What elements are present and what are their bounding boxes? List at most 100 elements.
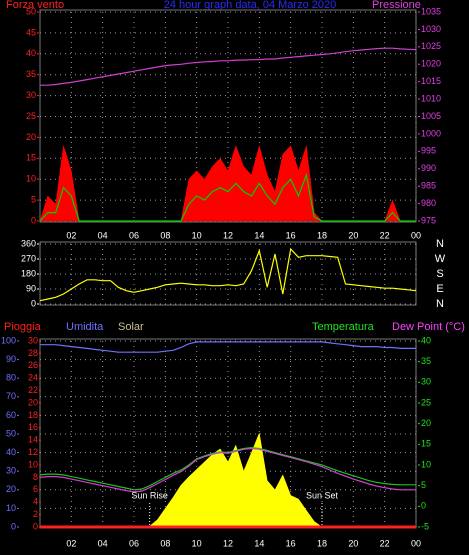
x-tick-label: 16 [286,538,296,548]
y-tick-label: 22 [28,385,38,395]
y-tick-label: 25 [26,111,36,121]
x-tick-label: 06 [129,230,139,240]
y-tick-label: 40 [26,48,36,58]
y-axis-label: Forza vento [6,0,64,11]
x-tick-label: 04 [98,230,108,240]
y-tick-label: 0 [421,501,426,511]
x-tick-label: 00 [411,538,421,548]
y-tick-label: 12 [28,447,38,457]
y-tick-label: 90 [26,283,36,293]
x-tick-label: 12 [223,230,233,240]
legend-entry: Pioggia [4,321,42,333]
y-tick-label: 20 [26,132,36,142]
y-tick-label: 30 [28,335,38,345]
x-tick-label: 02 [66,538,76,548]
line [39,447,416,493]
x-tick-label: 10 [192,538,202,548]
x-tick-label: 00 [411,230,421,240]
y-tick-label: 995 [421,146,436,156]
y-tick-label: 15 [26,153,36,163]
y-tick-label: 18 [28,410,38,420]
y-tick-label: 985 [421,181,436,191]
x-tick-label: 08 [160,230,170,240]
x-tick-label: 22 [380,538,390,548]
y-tick-label: 990 [421,163,436,173]
y-tick-label: 26 [28,360,38,370]
x-tick-label: 02 [66,230,76,240]
y-tick-label: 30 [6,466,16,476]
line [40,47,417,86]
y-tick-label: 35 [26,69,36,79]
x-tick-label: 12 [223,538,233,548]
y-tick-label: 980 [421,198,436,208]
y-tick-label: 1020 [421,59,441,69]
legend-entry: Temperatura [312,321,375,333]
y-tick-label: 10 [421,459,431,469]
y-tick-label: 50 [26,6,36,16]
y-tick-label: 4 [33,497,38,507]
y-tick-label: 5 [31,194,36,204]
y-tick-label: 10 [26,174,36,184]
y-tick-label: 45 [26,27,36,37]
x-tick-label: 20 [348,538,358,548]
y-tick-label: 180 [21,268,36,278]
y-tick-label: 8 [33,472,38,482]
y-tick-label: 1035 [421,6,441,16]
x-tick-label: 18 [317,230,327,240]
y-tick-label: 0 [11,521,16,531]
x-tick-label: 16 [286,230,296,240]
x-tick-label: 18 [317,538,327,548]
line [39,247,417,302]
x-tick-label: 10 [192,230,202,240]
y-tick-label: 30 [26,90,36,100]
y-tick-label: 1025 [421,41,441,51]
y-tick-label: 975 [421,215,436,225]
y-tick-label: 100 [1,335,16,345]
y-tick-label: 60 [6,410,16,420]
y-tick-label: 1010 [421,93,441,103]
y-tick-label: 40 [6,447,16,457]
x-tick-label: 14 [254,538,264,548]
y-tick-label: 25 [421,397,431,407]
line [40,341,416,353]
y-tick-label: 14 [28,435,38,445]
line [39,172,416,222]
y-tick-label: 15 [421,439,431,449]
compass-label: W [435,253,446,265]
y-tick-label: -5 [421,521,429,531]
y-tick-label: 1030 [421,24,441,34]
y-tick-label: 10 [6,503,16,513]
y-tick-label: 16 [28,422,38,432]
y-tick-label: 20 [28,397,38,407]
legend-entry: Solar [118,321,144,333]
y-tick-label: 0 [33,521,38,531]
x-tick-label: 22 [380,230,390,240]
y-tick-label: 360 [21,238,36,248]
compass-label: E [436,283,443,295]
compass-label: N [436,238,444,250]
y-tick-label: 70 [6,391,16,401]
y-tick-label: 1005 [421,111,441,121]
legend-entry: Umidita [66,321,104,333]
y-tick-label: 2 [33,509,38,519]
y-tick-label: 20 [421,418,431,428]
x-tick-label: 06 [129,538,139,548]
y-tick-label: 0 [31,298,36,308]
annotation: Sun Rise [131,490,168,500]
legend-entry: Dew Point (°C) [392,321,465,333]
y-tick-label: 1015 [421,76,441,86]
y-tick-label: 0 [31,215,36,225]
y-tick-label: 6 [33,484,38,494]
chart-title: 24 hour graph data, 04 Marzo 2020 [164,0,336,11]
y2-axis-label: Pressione [372,0,421,11]
y-tick-label: 10 [28,459,38,469]
y-tick-label: 35 [421,356,431,366]
x-tick-label: 04 [98,538,108,548]
annotation: Sun Set [306,490,339,500]
x-tick-label: 20 [348,230,358,240]
y-tick-label: 1000 [421,128,441,138]
y-tick-label: 28 [28,348,38,358]
y-tick-label: 30 [421,377,431,387]
